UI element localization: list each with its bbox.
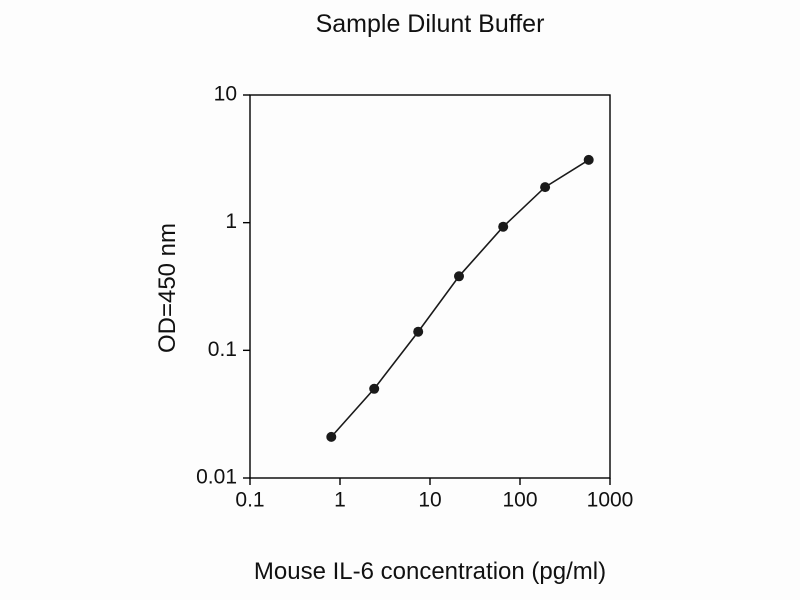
data-point-marker: [413, 326, 424, 337]
data-point-marker: [454, 271, 464, 282]
x-axis-label: Mouse IL-6 concentration (pg/ml): [253, 558, 607, 585]
data-point-marker: [583, 154, 594, 165]
y-tick-label: 0.01: [196, 466, 237, 489]
data-point-marker: [369, 383, 380, 394]
series-line: [330, 159, 590, 438]
x-tick-label: 10: [418, 488, 441, 511]
data-point-marker: [326, 431, 337, 442]
x-tick-label: 1000: [587, 488, 634, 511]
x-tick-label: 1: [334, 488, 346, 511]
plot-frame: [249, 94, 611, 479]
data-point-marker: [498, 221, 509, 232]
x-tick-label: 0.1: [235, 488, 264, 511]
y-tick-label: 1: [225, 210, 237, 233]
data-point-marker: [540, 182, 551, 193]
x-tick-label: 100: [502, 488, 537, 511]
y-tick-label: 10: [214, 83, 237, 106]
y-tick-label: 0.1: [208, 338, 237, 361]
chart-title: Sample Dilunt Buffer: [315, 10, 545, 38]
